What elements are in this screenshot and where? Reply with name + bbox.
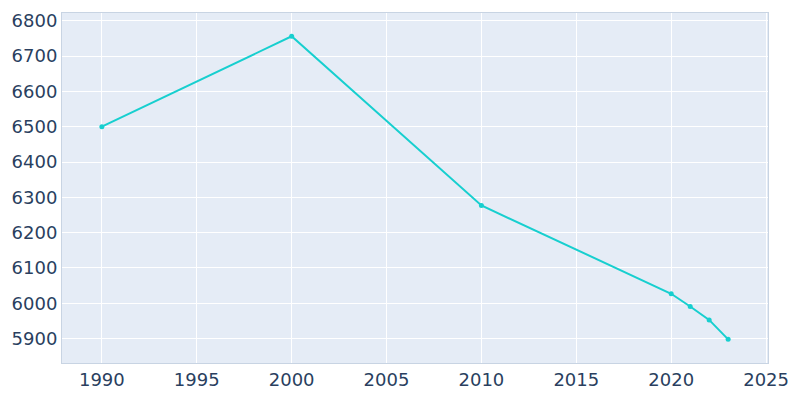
svg-text:6400: 6400 [12,151,58,172]
svg-text:2020: 2020 [648,369,694,390]
svg-text:1990: 1990 [79,369,125,390]
svg-text:2015: 2015 [553,369,599,390]
svg-text:2025: 2025 [743,369,789,390]
svg-text:6500: 6500 [12,116,58,137]
svg-text:5900: 5900 [12,328,58,349]
svg-text:6300: 6300 [12,187,58,208]
svg-text:6200: 6200 [12,222,58,243]
svg-text:6700: 6700 [12,45,58,66]
svg-text:2005: 2005 [364,369,410,390]
svg-text:1995: 1995 [174,369,220,390]
svg-text:2000: 2000 [269,369,315,390]
svg-text:6600: 6600 [12,81,58,102]
svg-text:6000: 6000 [12,293,58,314]
svg-text:6800: 6800 [12,10,58,31]
svg-text:2010: 2010 [459,369,505,390]
svg-text:6100: 6100 [12,257,58,278]
